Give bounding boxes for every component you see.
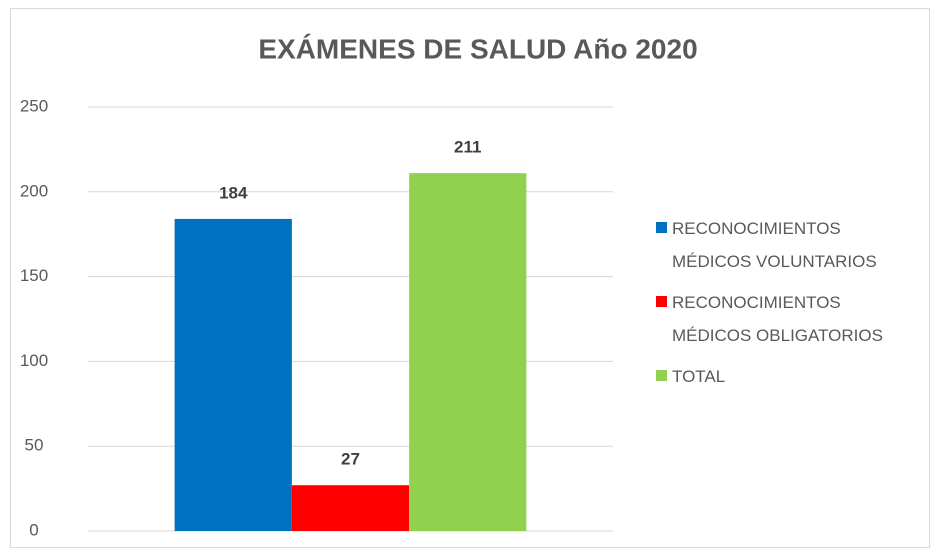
data-label: 184 [219,183,248,202]
bar [291,485,410,531]
legend: RECONOCIMIENTOS MÉDICOS VOLUNTARIOS RECON… [656,212,918,401]
legend-entry: RECONOCIMIENTOS MÉDICOS OBLIGATORIOS [656,286,918,352]
legend-swatch [656,296,667,307]
chart-title: EXÁMENES DE SALUD Año 2020 [258,33,697,64]
legend-swatch [656,370,667,381]
bar [174,218,292,531]
legend-label: TOTAL [672,367,726,386]
legend-label: RECONOCIMIENTOS MÉDICOS OBLIGATORIOS [672,293,883,345]
legend-entry: TOTAL [656,360,918,393]
legend-entry: RECONOCIMIENTOS MÉDICOS VOLUNTARIOS [656,212,918,278]
y-tick-label: 50 [25,436,44,455]
data-label: 27 [341,450,360,469]
legend-swatch [656,222,667,233]
y-tick-label: 150 [20,266,48,285]
bar [409,173,527,532]
y-tick-label: 200 [20,181,48,200]
y-tick-label: 250 [20,96,48,115]
y-tick-label: 100 [20,351,48,370]
legend-label: RECONOCIMIENTOS MÉDICOS VOLUNTARIOS [672,219,877,271]
data-label: 211 [454,138,481,157]
y-tick-label: 0 [29,520,38,539]
